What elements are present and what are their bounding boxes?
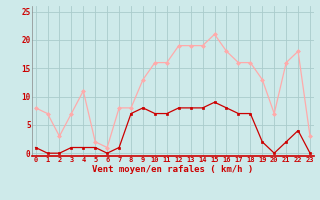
- X-axis label: Vent moyen/en rafales ( km/h ): Vent moyen/en rafales ( km/h ): [92, 165, 253, 174]
